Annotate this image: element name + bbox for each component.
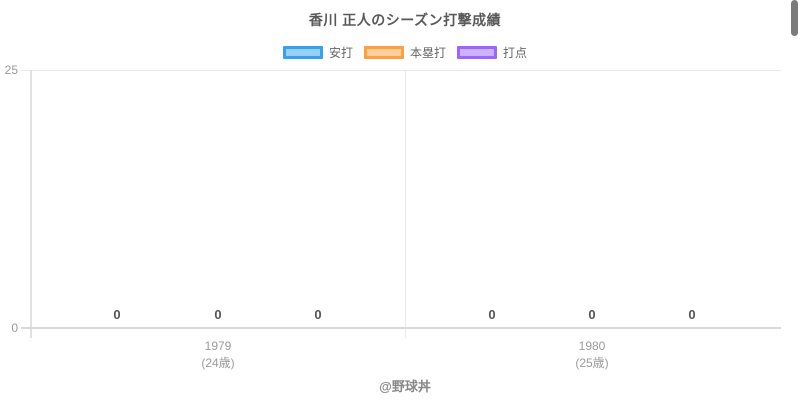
legend-label-hits: 安打 (328, 46, 353, 60)
x-category-1979: 1979 (24歳) (201, 338, 234, 372)
x-category-1980-age: (25歳) (575, 356, 609, 370)
gridline-y-25 (21, 70, 781, 71)
data-label-1979-homeruns: 0 (214, 307, 222, 322)
legend-item-rbi[interactable]: 打点 (457, 44, 527, 61)
y-tick-0: 0 (11, 321, 18, 335)
data-label-1980-rbi: 0 (688, 307, 696, 322)
data-label-1980-homeruns: 0 (588, 307, 596, 322)
category-boundary-gridline (405, 70, 406, 338)
chart-legend: 安打 本塁打 打点 (0, 44, 800, 61)
rbi-swatch-icon (457, 46, 497, 59)
y-tick-25: 25 (4, 63, 18, 77)
legend-label-rbi: 打点 (503, 46, 528, 60)
data-label-1979-rbi: 0 (314, 307, 322, 322)
x-category-1980-year: 1980 (578, 339, 606, 353)
y-axis-line (30, 70, 32, 338)
legend-item-homeruns[interactable]: 本塁打 (363, 44, 446, 61)
x-axis-line (21, 327, 781, 329)
x-category-1980: 1980 (25歳) (575, 338, 608, 372)
scrollbar-thumb[interactable] (791, 0, 798, 36)
x-category-1979-age: (24歳) (201, 356, 235, 370)
watermark-credit: @野球丼 (379, 379, 431, 394)
chart-title: 香川 正人のシーズン打撃成績 (308, 12, 502, 28)
x-category-1979-year: 1979 (204, 339, 232, 353)
legend-item-hits[interactable]: 安打 (282, 44, 353, 61)
homeruns-swatch-icon (363, 46, 404, 59)
data-label-1979-hits: 0 (113, 307, 121, 322)
data-label-1980-hits: 0 (488, 307, 496, 322)
legend-label-homeruns: 本塁打 (409, 46, 446, 60)
hits-swatch-icon (282, 46, 323, 59)
